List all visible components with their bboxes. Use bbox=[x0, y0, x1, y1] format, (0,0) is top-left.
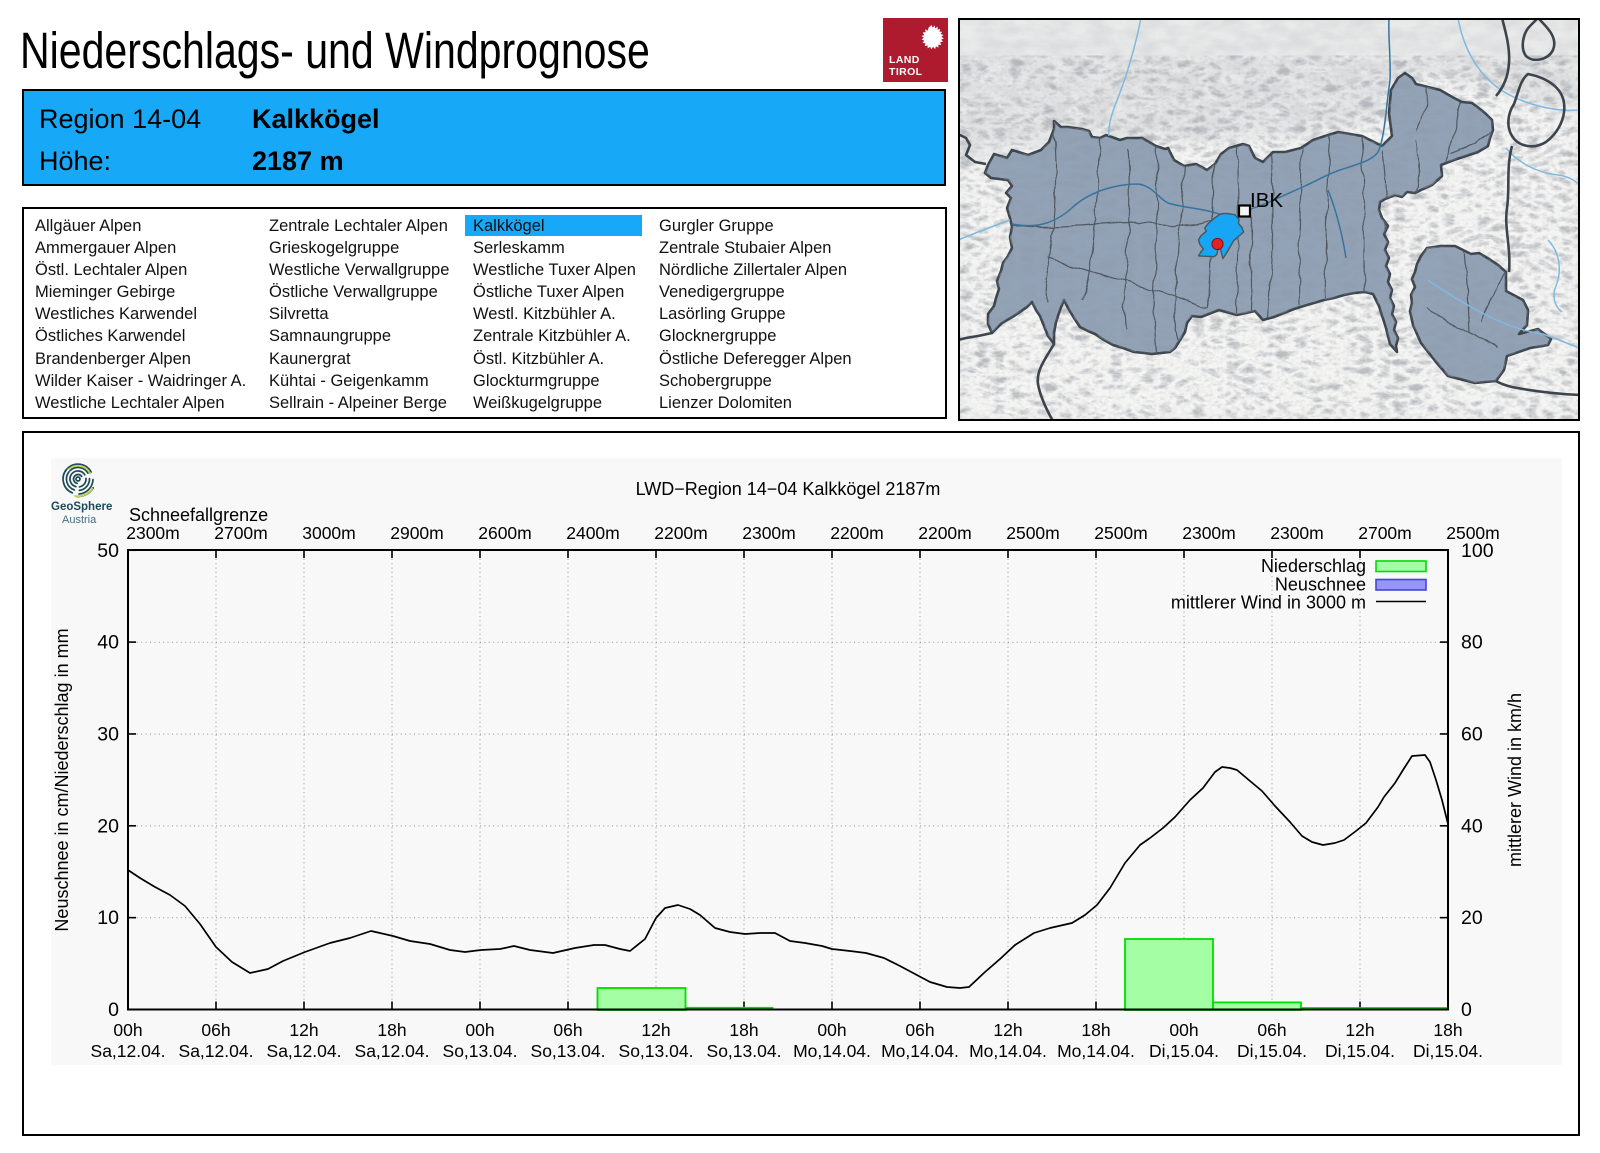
svg-text:06h: 06h bbox=[553, 1020, 582, 1040]
svg-text:60: 60 bbox=[1461, 723, 1483, 745]
svg-text:06h: 06h bbox=[1257, 1020, 1286, 1040]
svg-text:So,13.04.: So,13.04. bbox=[707, 1041, 782, 1061]
svg-text:3000m: 3000m bbox=[302, 523, 356, 543]
svg-text:2900m: 2900m bbox=[390, 523, 444, 543]
svg-text:18h: 18h bbox=[1433, 1020, 1462, 1040]
svg-text:LWD−Region 14−04 Kalkkögel 218: LWD−Region 14−04 Kalkkögel 2187m bbox=[636, 479, 941, 499]
svg-text:06h: 06h bbox=[905, 1020, 934, 1040]
svg-text:Sa,12.04.: Sa,12.04. bbox=[355, 1041, 430, 1061]
svg-text:GeoSphere: GeoSphere bbox=[51, 501, 112, 513]
svg-text:2600m: 2600m bbox=[478, 523, 532, 543]
svg-text:Austria: Austria bbox=[62, 514, 97, 526]
svg-text:Di,15.04.: Di,15.04. bbox=[1149, 1041, 1219, 1061]
svg-text:Mo,14.04.: Mo,14.04. bbox=[881, 1041, 959, 1061]
svg-text:12h: 12h bbox=[1345, 1020, 1374, 1040]
svg-text:2400m: 2400m bbox=[566, 523, 620, 543]
svg-text:20: 20 bbox=[1461, 907, 1483, 929]
svg-text:2500m: 2500m bbox=[1094, 523, 1148, 543]
svg-text:Neuschnee in cm/Niederschlag i: Neuschnee in cm/Niederschlag in mm bbox=[52, 628, 72, 931]
svg-text:Di,15.04.: Di,15.04. bbox=[1413, 1041, 1483, 1061]
svg-text:100: 100 bbox=[1461, 540, 1494, 562]
svg-text:00h: 00h bbox=[465, 1020, 494, 1040]
svg-text:12h: 12h bbox=[993, 1020, 1022, 1040]
svg-text:mittlerer Wind in 3000 m: mittlerer Wind in 3000 m bbox=[1171, 593, 1366, 613]
svg-text:12h: 12h bbox=[289, 1020, 318, 1040]
svg-text:00h: 00h bbox=[1169, 1020, 1198, 1040]
svg-text:2300m: 2300m bbox=[742, 523, 796, 543]
svg-text:2300m: 2300m bbox=[1270, 523, 1324, 543]
svg-text:IBK: IBK bbox=[1250, 189, 1283, 212]
svg-text:Neuschnee: Neuschnee bbox=[1275, 575, 1366, 595]
svg-text:2700m: 2700m bbox=[214, 523, 268, 543]
svg-text:2200m: 2200m bbox=[654, 523, 708, 543]
svg-text:00h: 00h bbox=[113, 1020, 142, 1040]
svg-text:Sa,12.04.: Sa,12.04. bbox=[179, 1041, 254, 1061]
svg-text:Niederschlag: Niederschlag bbox=[1261, 556, 1366, 576]
svg-text:2300m: 2300m bbox=[126, 523, 180, 543]
svg-text:Schneefallgrenze: Schneefallgrenze bbox=[129, 505, 268, 525]
svg-text:Sa,12.04.: Sa,12.04. bbox=[267, 1041, 342, 1061]
svg-text:80: 80 bbox=[1461, 632, 1483, 654]
svg-text:50: 50 bbox=[97, 540, 119, 562]
svg-text:18h: 18h bbox=[729, 1020, 758, 1040]
svg-text:Di,15.04.: Di,15.04. bbox=[1237, 1041, 1307, 1061]
svg-text:06h: 06h bbox=[201, 1020, 230, 1040]
svg-text:10: 10 bbox=[97, 907, 119, 929]
svg-text:LAND: LAND bbox=[889, 54, 920, 66]
svg-text:So,13.04.: So,13.04. bbox=[531, 1041, 606, 1061]
svg-text:2500m: 2500m bbox=[1006, 523, 1060, 543]
svg-text:12h: 12h bbox=[641, 1020, 670, 1040]
svg-text:TIROL: TIROL bbox=[889, 66, 923, 78]
svg-text:2200m: 2200m bbox=[918, 523, 972, 543]
svg-text:Mo,14.04.: Mo,14.04. bbox=[969, 1041, 1047, 1061]
svg-text:Di,15.04.: Di,15.04. bbox=[1325, 1041, 1395, 1061]
svg-text:40: 40 bbox=[97, 632, 119, 654]
svg-text:18h: 18h bbox=[377, 1020, 406, 1040]
svg-text:2700m: 2700m bbox=[1358, 523, 1412, 543]
svg-text:mittlerer Wind in km/h: mittlerer Wind in km/h bbox=[1505, 693, 1525, 867]
svg-text:20: 20 bbox=[97, 815, 119, 837]
svg-text:Mo,14.04.: Mo,14.04. bbox=[1057, 1041, 1135, 1061]
svg-text:2200m: 2200m bbox=[830, 523, 884, 543]
svg-text:0: 0 bbox=[108, 999, 119, 1021]
svg-text:2500m: 2500m bbox=[1446, 523, 1500, 543]
svg-text:30: 30 bbox=[97, 723, 119, 745]
svg-text:18h: 18h bbox=[1081, 1020, 1110, 1040]
svg-text:Sa,12.04.: Sa,12.04. bbox=[91, 1041, 166, 1061]
svg-text:Mo,14.04.: Mo,14.04. bbox=[793, 1041, 871, 1061]
svg-text:So,13.04.: So,13.04. bbox=[619, 1041, 694, 1061]
svg-text:40: 40 bbox=[1461, 815, 1483, 837]
svg-text:2300m: 2300m bbox=[1182, 523, 1236, 543]
svg-text:00h: 00h bbox=[817, 1020, 846, 1040]
svg-text:0: 0 bbox=[1461, 999, 1472, 1021]
svg-text:So,13.04.: So,13.04. bbox=[443, 1041, 518, 1061]
